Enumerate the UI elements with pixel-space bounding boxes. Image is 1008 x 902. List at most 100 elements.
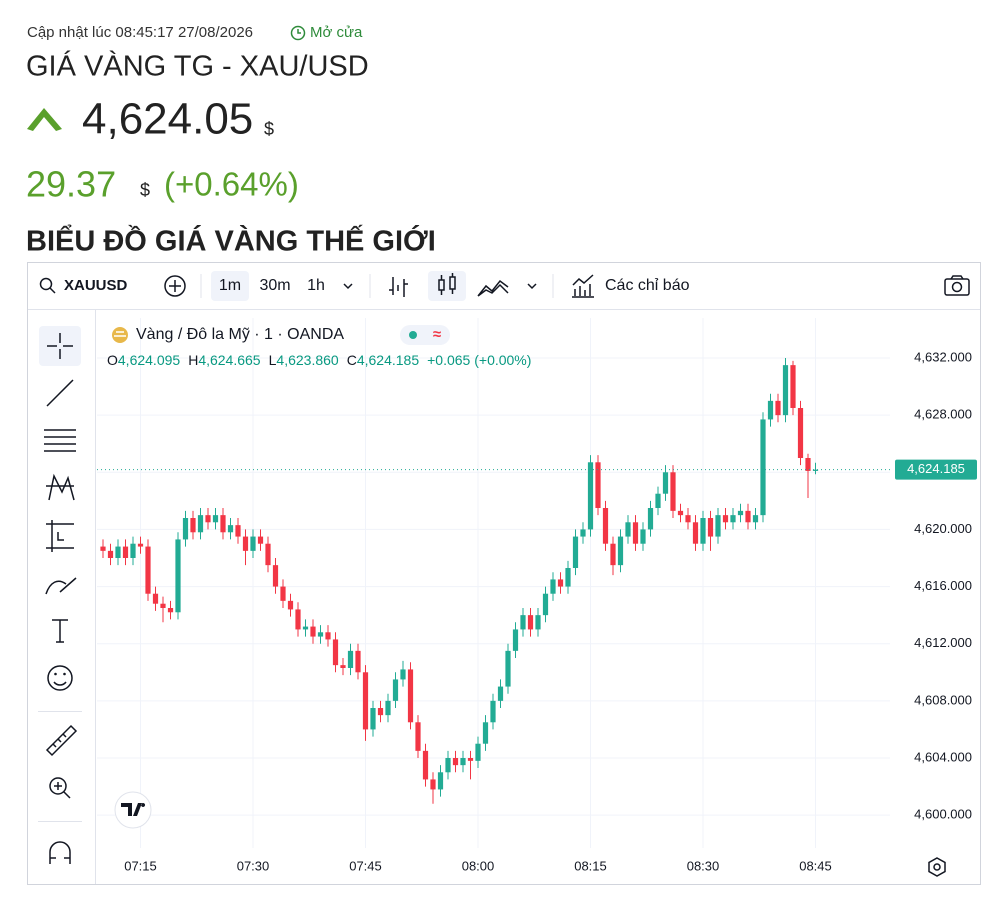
candle-body — [797, 408, 804, 458]
compare-button[interactable] — [164, 275, 186, 297]
y-tick-label: 4,608.000 — [914, 692, 972, 707]
change-pct: (+0.64%) — [164, 166, 299, 203]
candle-body — [790, 365, 796, 408]
fib-tool[interactable] — [44, 429, 76, 452]
candle-body — [392, 679, 399, 701]
status-dot — [409, 331, 417, 339]
magnet-tool[interactable] — [49, 841, 71, 864]
x-tick-label: 08:15 — [574, 858, 607, 873]
search-button[interactable]: XAUUSD — [39, 277, 128, 294]
y-tick-label: 4,616.000 — [914, 578, 972, 593]
style-active-bg — [428, 271, 466, 301]
ohlc-change: +0.065 (+0.00%) — [427, 352, 531, 368]
pattern-tool[interactable] — [46, 473, 75, 501]
candle-body — [610, 543, 616, 566]
candle-body — [400, 669, 406, 680]
candle-body — [782, 365, 789, 416]
candle-body — [737, 510, 744, 516]
candle-body — [700, 518, 706, 544]
tool-active-bg — [39, 326, 81, 366]
text-tool[interactable] — [52, 619, 68, 643]
candle-body — [295, 609, 301, 630]
candle-body — [482, 722, 489, 744]
y-tick-label: 4,604.000 — [914, 749, 972, 764]
candle-body — [167, 608, 174, 613]
area-style[interactable] — [477, 279, 509, 297]
candle-body — [347, 650, 354, 668]
candle-body — [632, 522, 639, 544]
candle-body — [407, 669, 414, 723]
candle-body — [580, 529, 586, 537]
zoom-tool[interactable] — [49, 777, 71, 799]
ohlc-key: C — [347, 352, 357, 368]
up-arrow — [27, 108, 62, 131]
snapshot-button[interactable] — [944, 275, 970, 296]
symbol: XAUUSD — [64, 277, 128, 294]
tv-logo-bg — [114, 791, 152, 829]
candle-body — [385, 700, 391, 716]
candle-body — [542, 593, 549, 616]
candle-body — [467, 758, 474, 761]
clock-icon — [290, 25, 306, 41]
x-tick-label: 08:30 — [687, 858, 720, 873]
candle-body — [190, 518, 196, 533]
candle-body — [145, 546, 151, 594]
candle-body — [775, 400, 781, 416]
brush-tool[interactable] — [45, 577, 77, 595]
candle-body — [475, 743, 481, 761]
candle-body — [205, 515, 211, 523]
candle-body — [122, 546, 129, 558]
x-tick-label: 07:15 — [124, 858, 157, 873]
emoji-tool[interactable] — [47, 665, 73, 691]
interval-dropdown[interactable] — [343, 283, 353, 290]
interval[interactable]: 30m — [259, 277, 290, 294]
ohlc-key: H — [188, 352, 198, 368]
candle-body — [760, 419, 766, 516]
plot: 4,600.000 4,604.000 4,608.000 4,612.000 4,61… — [97, 318, 977, 873]
crosshair-tool[interactable] — [47, 333, 73, 359]
candle-body — [422, 750, 429, 780]
candle-body — [220, 515, 226, 533]
settings-button[interactable] — [928, 857, 946, 877]
trendline-tool[interactable] — [46, 379, 74, 407]
style-dropdown[interactable] — [527, 283, 537, 290]
candle-body — [662, 472, 669, 494]
candle-body — [317, 632, 324, 637]
candle-body — [617, 536, 624, 566]
candle-body — [670, 472, 676, 511]
indicators-label: Các chỉ báo — [605, 277, 690, 294]
prediction-tool[interactable] — [46, 520, 74, 552]
candle-body — [197, 515, 204, 533]
candles-style[interactable] — [438, 273, 456, 295]
candle-body — [640, 529, 646, 544]
interval[interactable]: 1h — [307, 277, 325, 294]
candle-body — [370, 708, 376, 730]
candle-body — [182, 518, 189, 540]
candle-body — [430, 779, 436, 790]
bars-style[interactable] — [389, 277, 408, 297]
candle-body — [677, 510, 684, 516]
y-tick-label: 4,620.000 — [914, 521, 972, 536]
market-status-pill — [400, 325, 450, 345]
candle-body — [520, 615, 526, 630]
symbol-icon-mark — [114, 331, 126, 337]
tv-logo — [121, 803, 146, 816]
candle-body — [655, 493, 661, 508]
candle-body — [107, 550, 114, 558]
candle-body — [340, 665, 346, 668]
status-icon: ≈ — [433, 326, 441, 343]
candle-body — [310, 626, 316, 637]
candle-body — [235, 525, 241, 537]
indicators-button[interactable]: Các chỉ báo — [572, 274, 690, 298]
interval[interactable]: 1m — [219, 277, 241, 294]
candle-body — [722, 515, 729, 523]
candle-body — [175, 539, 181, 613]
ohlc-key: O — [107, 352, 118, 368]
candle-body — [460, 758, 466, 766]
candle-body — [325, 632, 331, 640]
candle-body — [745, 510, 751, 523]
ruler-tool[interactable] — [45, 724, 78, 757]
ohlc-value: 4,623.860 — [276, 352, 338, 368]
candle-body — [587, 462, 594, 530]
